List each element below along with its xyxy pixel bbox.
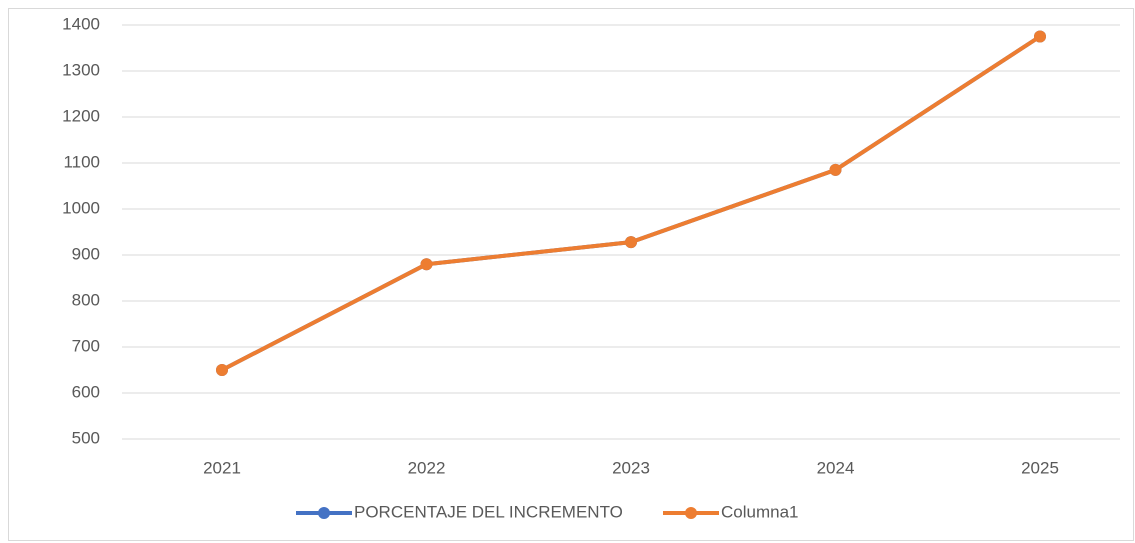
x-tick-label: 2023 — [612, 458, 650, 477]
y-tick-label: 1100 — [63, 152, 100, 171]
x-tick-label: 2025 — [1021, 458, 1059, 477]
data-point — [625, 236, 637, 249]
y-tick-label: 1000 — [62, 198, 100, 217]
data-point — [829, 163, 842, 176]
y-tick-label: 700 — [72, 336, 100, 355]
legend-label: PORCENTAJE DEL INCREMENTO — [354, 502, 623, 521]
data-point — [216, 364, 228, 376]
y-tick-label: 600 — [72, 382, 100, 401]
y-tick-label: 900 — [72, 244, 100, 263]
x-tick-label: 2024 — [817, 458, 855, 477]
y-tick-label: 1200 — [62, 106, 100, 125]
data-point — [1034, 30, 1046, 43]
y-tick-label: 1300 — [62, 60, 100, 79]
y-tick-label: 500 — [72, 428, 100, 447]
x-tick-label: 2022 — [408, 458, 446, 477]
legend-label: Columna1 — [721, 502, 799, 521]
y-tick-label: 1400 — [62, 14, 100, 33]
y-tick-label: 800 — [72, 290, 100, 309]
legend-marker — [318, 507, 330, 519]
legend-marker — [685, 507, 697, 519]
x-tick-label: 2021 — [203, 458, 241, 477]
chart-frame — [8, 8, 1134, 541]
data-point — [420, 258, 433, 271]
